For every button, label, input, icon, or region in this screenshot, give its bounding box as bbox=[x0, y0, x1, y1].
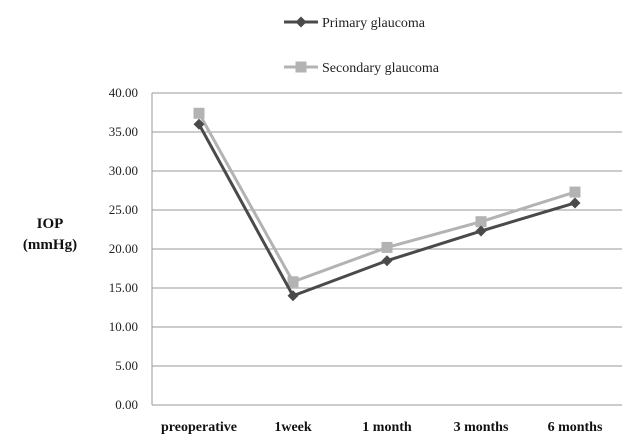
legend: Primary glaucoma Secondary glaucoma bbox=[284, 16, 440, 76]
data-point bbox=[569, 186, 581, 198]
y-tick-label: 5.00 bbox=[115, 358, 138, 373]
x-tick-label: 6 months bbox=[548, 420, 603, 435]
data-point bbox=[287, 276, 299, 288]
data-point bbox=[381, 241, 393, 253]
x-tick-label: preoperative bbox=[161, 420, 237, 435]
y-tick-label: 10.00 bbox=[109, 319, 138, 334]
x-tick-label: 3 months bbox=[454, 420, 509, 435]
x-tick-label: 1week bbox=[274, 420, 312, 435]
x-tick-label: 1 month bbox=[362, 420, 412, 435]
legend-marker bbox=[295, 61, 307, 73]
legend-item: Primary glaucoma bbox=[284, 16, 426, 31]
y-axis-label-line2: (mmHg) bbox=[23, 237, 77, 253]
y-tick-label: 40.00 bbox=[109, 85, 138, 100]
data-point bbox=[287, 290, 299, 302]
legend-item: Secondary glaucoma bbox=[284, 61, 440, 76]
x-axis-ticks: preoperative 1week 1 month 3 months 6 months bbox=[161, 420, 603, 435]
series-group bbox=[193, 107, 581, 302]
y-tick-label: 15.00 bbox=[109, 280, 138, 295]
data-point bbox=[381, 255, 393, 267]
legend-label: Secondary glaucoma bbox=[322, 61, 440, 76]
y-axis-ticks: 0.00 5.00 10.00 15.00 20.00 25.00 30.00 35.00 40… bbox=[109, 85, 138, 412]
data-point bbox=[475, 216, 487, 228]
data-point bbox=[569, 197, 581, 209]
y-tick-label: 35.00 bbox=[109, 124, 138, 139]
y-tick-label: 0.00 bbox=[115, 397, 138, 412]
y-tick-label: 20.00 bbox=[109, 241, 138, 256]
y-axis-label-line1: IOP bbox=[37, 216, 64, 232]
data-point bbox=[475, 225, 487, 237]
y-tick-label: 30.00 bbox=[109, 163, 138, 178]
legend-marker bbox=[295, 16, 307, 28]
data-point bbox=[193, 107, 205, 119]
series-secondary-glaucoma bbox=[193, 107, 581, 288]
series-primary-glaucoma bbox=[193, 118, 581, 302]
y-tick-label: 25.00 bbox=[109, 202, 138, 217]
legend-label: Primary glaucoma bbox=[322, 16, 426, 31]
data-point bbox=[193, 118, 205, 130]
